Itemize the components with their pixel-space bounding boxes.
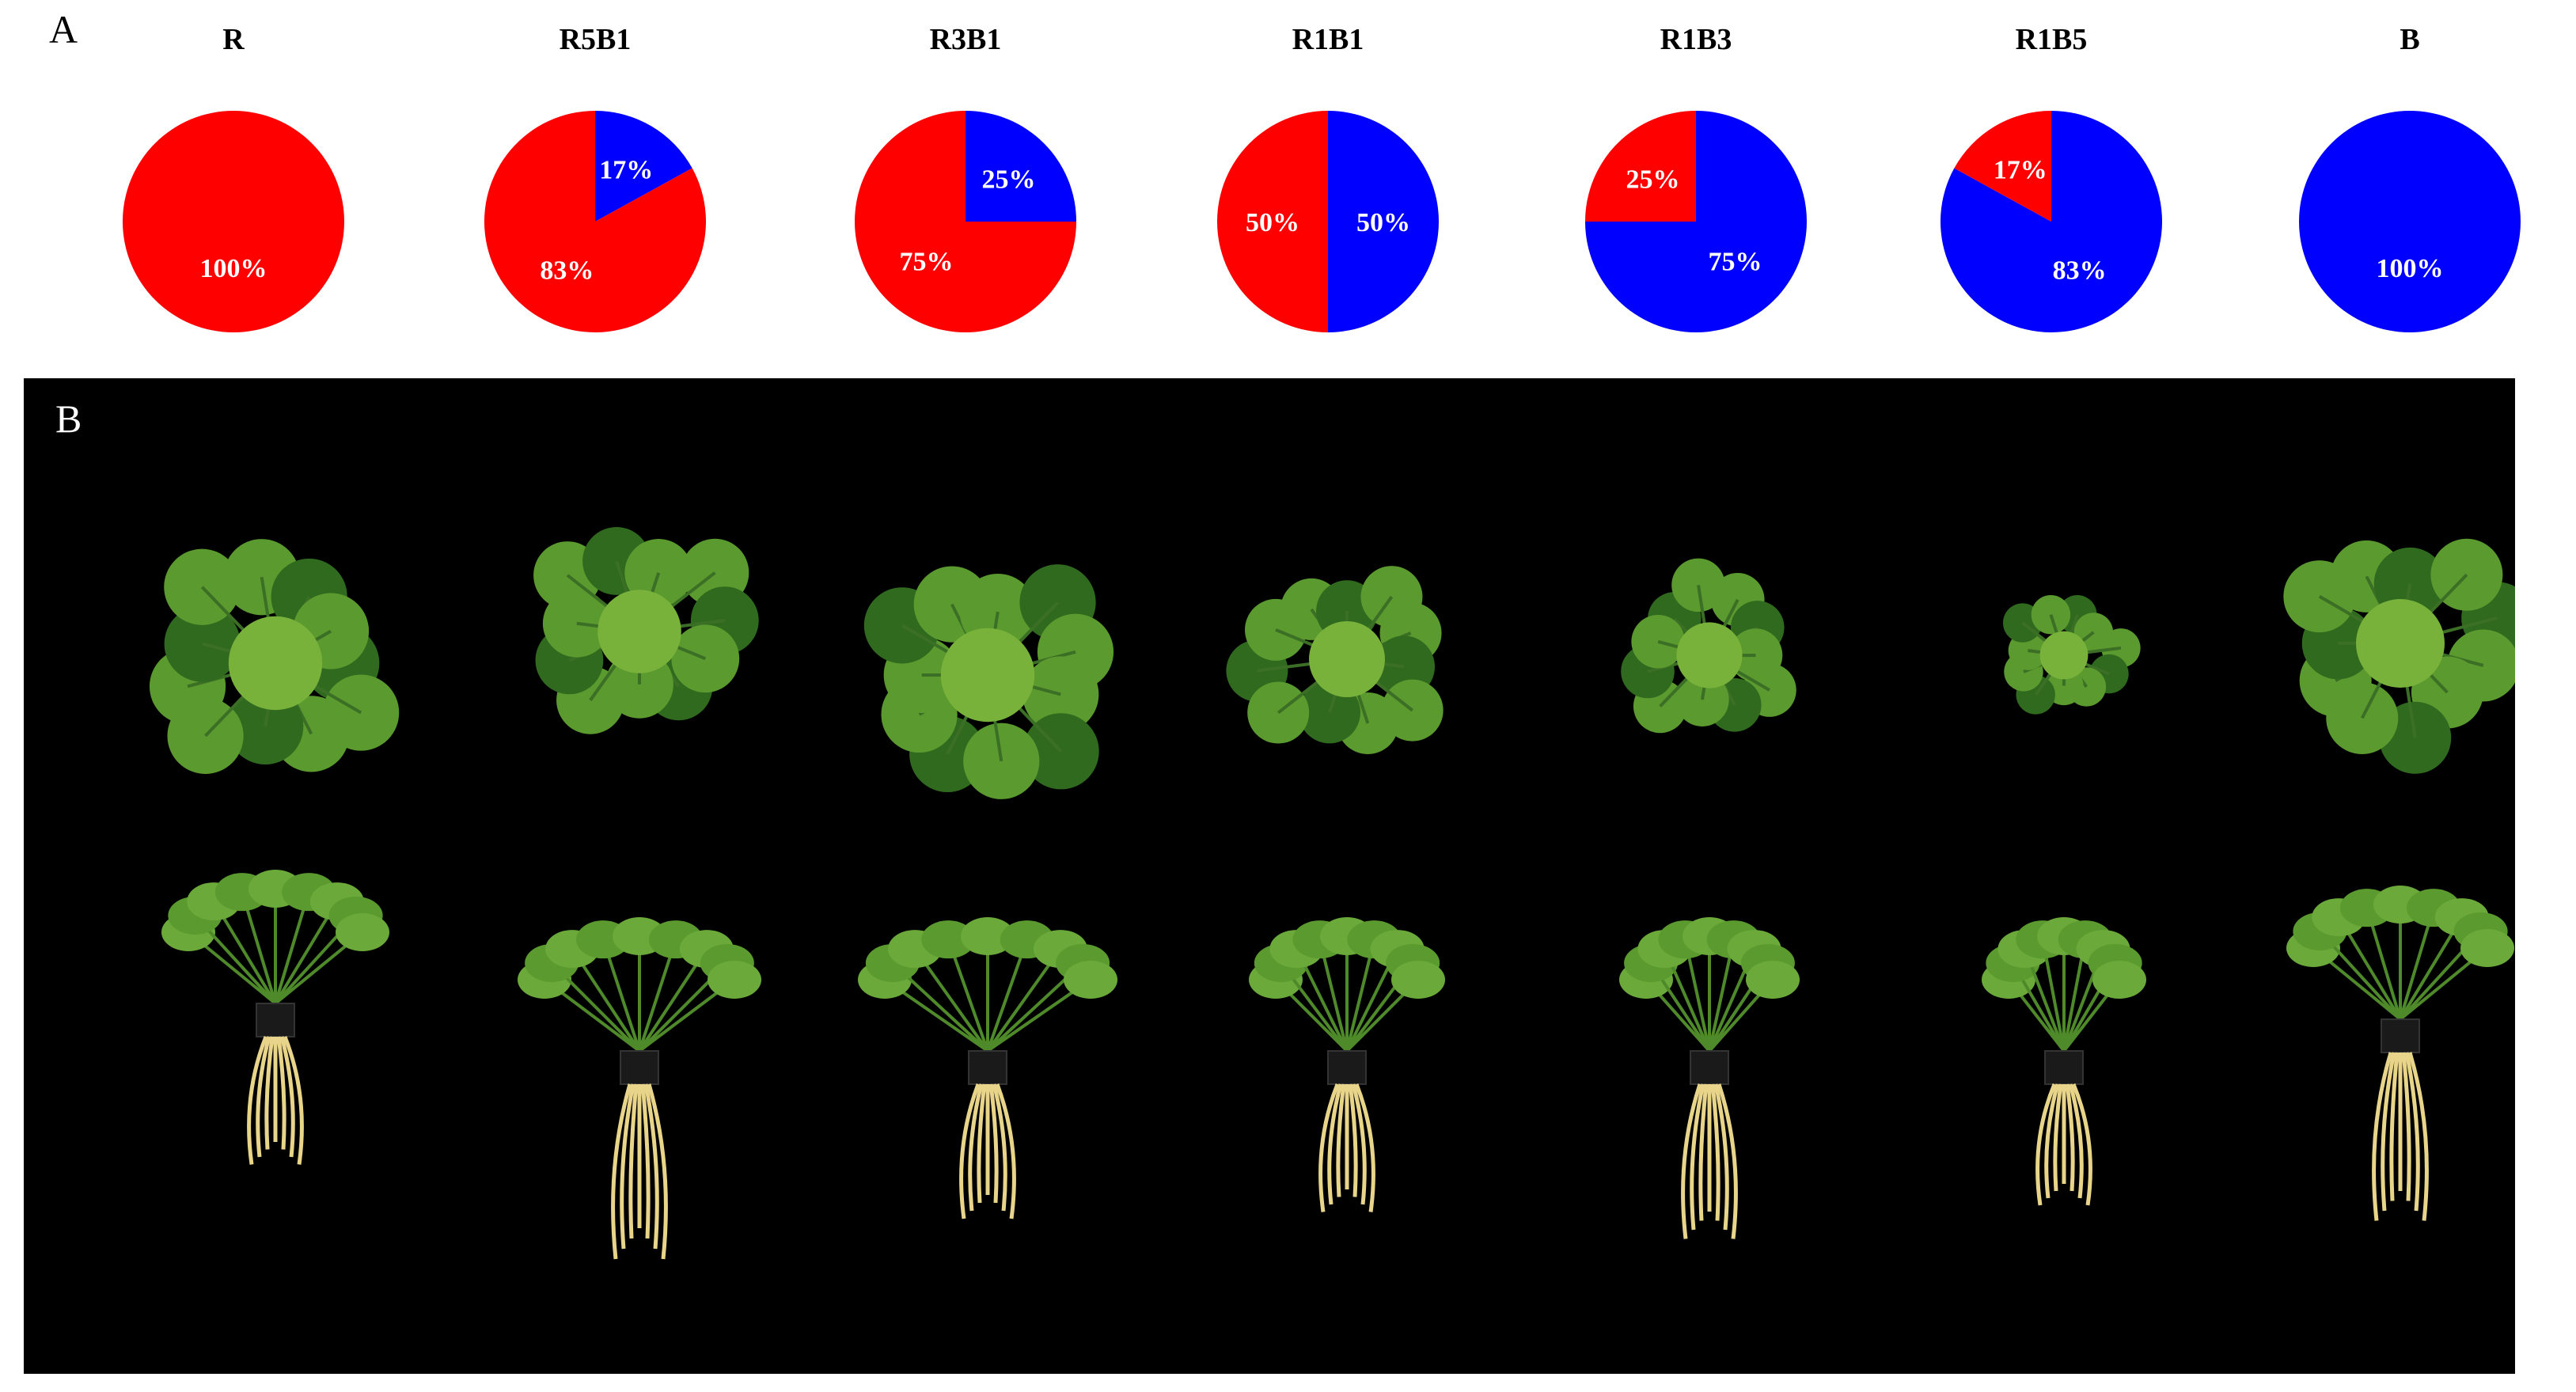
pie-title: R1B5 [2016, 23, 2088, 56]
panel-a-letter: A [49, 7, 78, 51]
pie-slice-red [484, 111, 706, 332]
pie-slice-red [1585, 111, 1696, 222]
plant-photo-illustration [149, 527, 2515, 1260]
pie-label: 100% [200, 254, 267, 283]
pie-slice-blue [1941, 111, 2163, 332]
pie-label: 25% [1626, 165, 1680, 195]
pie-slice-red [1954, 111, 2051, 222]
pie-chart-b: B 100% [2299, 23, 2521, 332]
plant-top-view [533, 527, 759, 734]
pie-title: R1B3 [1660, 23, 1732, 56]
pie-title: R3B1 [930, 23, 1002, 56]
pie-chart-r5b1: R5B1 17% 83% [484, 23, 706, 332]
panel-a: A R 100% R5B1 17% 83% R3B1 25% 75% R1B1 50% 50% R1B… [0, 0, 2576, 372]
pie-label: 83% [2053, 256, 2107, 285]
plant-top-view [149, 539, 400, 774]
plant-side-view [1249, 917, 1445, 1212]
pie-label: 17% [599, 156, 653, 185]
plant-side-view [1982, 917, 2146, 1206]
pie-label: 83% [540, 256, 594, 285]
pie-chart-r1b1: R1B1 50% 50% [1217, 23, 1439, 332]
panel-b-letter: B [55, 396, 82, 441]
plant-side-view [518, 917, 761, 1260]
pie-chart-r1b5: R1B5 83% 17% [1941, 23, 2163, 332]
pie-label: 100% [2377, 254, 2444, 283]
pie-label: 17% [1994, 156, 2047, 185]
pie-label: 75% [1708, 247, 1762, 276]
pie-label: 25% [981, 165, 1035, 195]
pie-chart-r: R 100% [123, 23, 344, 332]
pie-slice-blue [1328, 111, 1439, 332]
plant-top-view [1226, 566, 1444, 754]
pie-chart-r1b3: R1B3 75% 25% [1585, 23, 1807, 332]
plant-side-view [2286, 886, 2514, 1221]
pie-label: 50% [1356, 208, 1410, 237]
pie-label: 50% [1246, 208, 1299, 237]
pie-title: R1B1 [1292, 23, 1364, 56]
plant-top-view [2283, 538, 2515, 774]
pie-slice-blue [966, 111, 1076, 222]
pie-title: R [222, 23, 245, 56]
pie-slice-blue [2299, 111, 2521, 332]
pie-chart-r3b1: R3B1 25% 75% [855, 23, 1076, 332]
pie-slice-red [123, 111, 344, 332]
plant-side-view [858, 917, 1117, 1219]
pie-slice-red [855, 111, 1076, 332]
panel-b-photo: B [24, 378, 2515, 1374]
pie-charts: R 100% R5B1 17% 83% R3B1 25% 75% R1B1 50% 50% R1B3 7… [123, 23, 2521, 332]
pie-title: R5B1 [560, 23, 632, 56]
plant-top-view [863, 564, 1114, 799]
plant-side-view [161, 870, 389, 1165]
pie-slice-red [1217, 111, 1328, 332]
pie-slice-blue [595, 111, 692, 222]
pie-label: 75% [900, 247, 954, 276]
plant-top-view [2002, 594, 2141, 715]
plant-side-view [1619, 917, 1800, 1239]
plant-top-view [1621, 558, 1796, 734]
pie-title: B [2400, 23, 2419, 56]
